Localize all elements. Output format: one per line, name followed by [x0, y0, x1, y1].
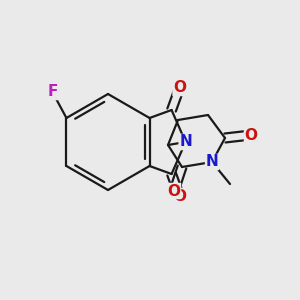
Text: O: O	[167, 184, 181, 199]
Text: O: O	[244, 128, 257, 142]
Text: O: O	[173, 80, 186, 95]
Text: F: F	[47, 85, 58, 100]
Text: N: N	[179, 134, 192, 149]
Text: O: O	[173, 188, 186, 203]
Text: N: N	[206, 154, 218, 169]
